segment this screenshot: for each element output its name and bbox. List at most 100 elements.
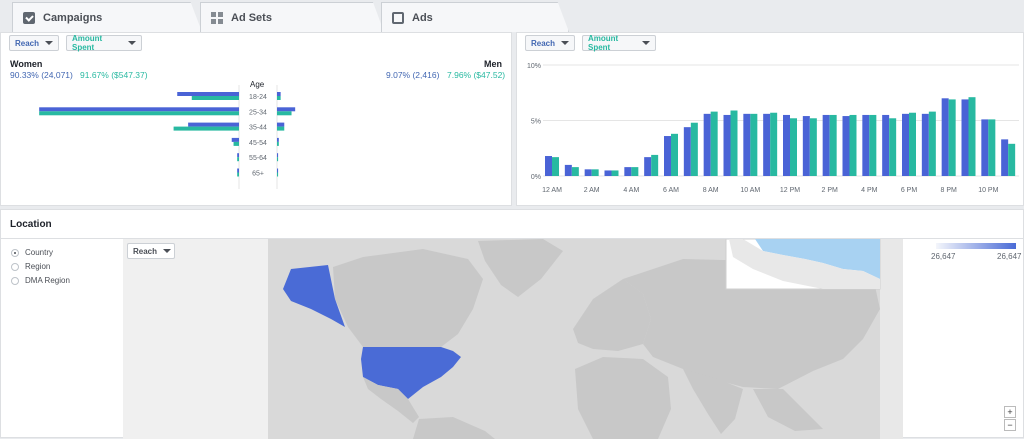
bar-women-spent-55-64[interactable] xyxy=(237,157,239,162)
bar-reach-hour-12[interactable] xyxy=(783,114,790,176)
location-title: Location xyxy=(10,219,52,230)
reach-dropdown[interactable]: Reach xyxy=(525,35,575,51)
tab-ad-sets[interactable]: Ad Sets xyxy=(200,2,384,32)
africa-shape xyxy=(575,357,671,439)
bar-reach-hour-8[interactable] xyxy=(703,113,711,176)
bar-women-reach-35-44[interactable] xyxy=(188,122,239,127)
bar-women-spent-35-44[interactable] xyxy=(173,126,239,131)
bar-men-reach-65+[interactable] xyxy=(277,168,279,173)
zoom-out-button[interactable]: − xyxy=(1004,419,1016,431)
bar-reach-hour-3[interactable] xyxy=(604,170,612,176)
bar-spent-hour-18[interactable] xyxy=(909,112,916,176)
bar-men-spent-35-44[interactable] xyxy=(277,126,285,131)
world-map[interactable] xyxy=(123,239,903,439)
tab-ads-label: Ads xyxy=(412,11,433,24)
bar-men-reach-55-64[interactable] xyxy=(277,153,279,158)
bar-women-spent-45-54[interactable] xyxy=(233,141,239,146)
bar-spent-hour-13[interactable] xyxy=(809,118,817,176)
bar-reach-hour-0[interactable] xyxy=(545,156,552,176)
bar-reach-hour-14[interactable] xyxy=(822,114,830,176)
tab-campaigns[interactable]: Campaigns xyxy=(12,2,202,32)
bar-reach-hour-22[interactable] xyxy=(981,119,989,176)
bar-spent-hour-14[interactable] xyxy=(829,114,837,176)
bar-spent-hour-23[interactable] xyxy=(1008,143,1016,176)
time-y-tick-label: 0% xyxy=(531,174,541,181)
bar-spent-hour-22[interactable] xyxy=(988,119,996,176)
bar-reach-hour-23[interactable] xyxy=(1001,139,1009,176)
divider xyxy=(1,238,1024,239)
bar-reach-hour-19[interactable] xyxy=(921,113,929,176)
bar-spent-hour-21[interactable] xyxy=(968,97,976,176)
time-x-tick-label: 10 PM xyxy=(978,187,998,194)
bar-spent-hour-1[interactable] xyxy=(571,167,579,176)
bar-spent-hour-11[interactable] xyxy=(770,112,778,176)
bar-men-spent-25-34[interactable] xyxy=(277,111,292,116)
radio-checked-icon xyxy=(11,248,19,257)
bar-spent-hour-0[interactable] xyxy=(552,157,559,176)
amount-spent-dropdown[interactable]: Amount Spent xyxy=(582,34,656,52)
radio-region[interactable]: Region xyxy=(11,262,50,271)
bar-women-spent-18-24[interactable] xyxy=(191,96,239,100)
bar-reach-hour-9[interactable] xyxy=(723,114,731,176)
time-x-tick-label: 4 PM xyxy=(861,187,878,194)
india-shape xyxy=(683,369,743,434)
bar-reach-hour-18[interactable] xyxy=(902,113,909,176)
bar-reach-hour-13[interactable] xyxy=(802,116,810,176)
bar-spent-hour-10[interactable] xyxy=(750,113,758,176)
bar-spent-hour-20[interactable] xyxy=(948,99,956,176)
amount-spent-dropdown-label: Amount Spent xyxy=(72,34,103,52)
reach-dropdown[interactable]: Reach xyxy=(9,35,59,51)
bar-reach-hour-6[interactable] xyxy=(664,136,671,176)
bar-spent-hour-3[interactable] xyxy=(611,170,619,176)
bar-spent-hour-6[interactable] xyxy=(671,133,678,176)
bar-men-spent-65+[interactable] xyxy=(277,172,279,177)
bar-spent-hour-9[interactable] xyxy=(730,110,738,176)
age-gender-panel: Reach Amount Spent Women Men 90.33% (24,… xyxy=(0,32,512,206)
bar-women-reach-25-34[interactable] xyxy=(39,107,239,112)
radio-country[interactable]: Country xyxy=(11,248,53,257)
bar-reach-hour-21[interactable] xyxy=(961,99,969,176)
bar-spent-hour-17[interactable] xyxy=(889,118,897,176)
bar-spent-hour-8[interactable] xyxy=(710,111,718,176)
bar-reach-hour-2[interactable] xyxy=(584,169,592,176)
bar-spent-hour-12[interactable] xyxy=(790,118,797,176)
bar-women-spent-25-34[interactable] xyxy=(39,111,239,116)
bar-men-spent-55-64[interactable] xyxy=(277,157,279,162)
bar-women-reach-45-54[interactable] xyxy=(231,137,239,142)
bar-reach-hour-20[interactable] xyxy=(941,98,949,176)
bar-reach-hour-10[interactable] xyxy=(743,113,751,176)
bar-men-spent-45-54[interactable] xyxy=(277,141,279,146)
bar-women-reach-55-64[interactable] xyxy=(237,153,239,158)
bar-reach-hour-7[interactable] xyxy=(683,127,691,176)
bar-reach-hour-11[interactable] xyxy=(763,113,771,176)
amount-spent-dropdown[interactable]: Amount Spent xyxy=(66,34,142,52)
bar-men-reach-18-24[interactable] xyxy=(277,92,281,96)
bar-men-reach-25-34[interactable] xyxy=(277,107,296,112)
tab-ads[interactable]: Ads xyxy=(381,2,569,32)
bar-men-reach-35-44[interactable] xyxy=(277,122,285,127)
time-x-tick-label: 12 PM xyxy=(780,187,800,194)
bar-reach-hour-5[interactable] xyxy=(644,157,652,176)
bar-men-spent-18-24[interactable] xyxy=(277,96,281,100)
bar-men-reach-45-54[interactable] xyxy=(277,137,279,142)
time-x-tick-label: 2 PM xyxy=(821,187,838,194)
bar-spent-hour-16[interactable] xyxy=(869,114,877,176)
map-metric-dropdown[interactable]: Reach xyxy=(127,243,175,259)
bar-women-reach-18-24[interactable] xyxy=(177,92,239,96)
bar-women-spent-65+[interactable] xyxy=(237,172,239,177)
caret-down-icon xyxy=(163,249,172,253)
bar-reach-hour-4[interactable] xyxy=(624,167,632,176)
bar-reach-hour-17[interactable] xyxy=(882,114,890,176)
bar-spent-hour-19[interactable] xyxy=(928,111,936,176)
zoom-in-button[interactable]: + xyxy=(1004,406,1016,418)
bar-spent-hour-15[interactable] xyxy=(849,114,857,176)
radio-dma-region[interactable]: DMA Region xyxy=(11,276,70,285)
bar-women-reach-65+[interactable] xyxy=(237,168,239,173)
bar-reach-hour-1[interactable] xyxy=(564,164,572,176)
bar-reach-hour-15[interactable] xyxy=(842,116,850,176)
bar-spent-hour-4[interactable] xyxy=(631,167,639,176)
bar-spent-hour-5[interactable] xyxy=(651,154,659,176)
bar-spent-hour-2[interactable] xyxy=(591,169,599,176)
bar-spent-hour-7[interactable] xyxy=(690,122,698,176)
bar-reach-hour-16[interactable] xyxy=(862,114,870,176)
